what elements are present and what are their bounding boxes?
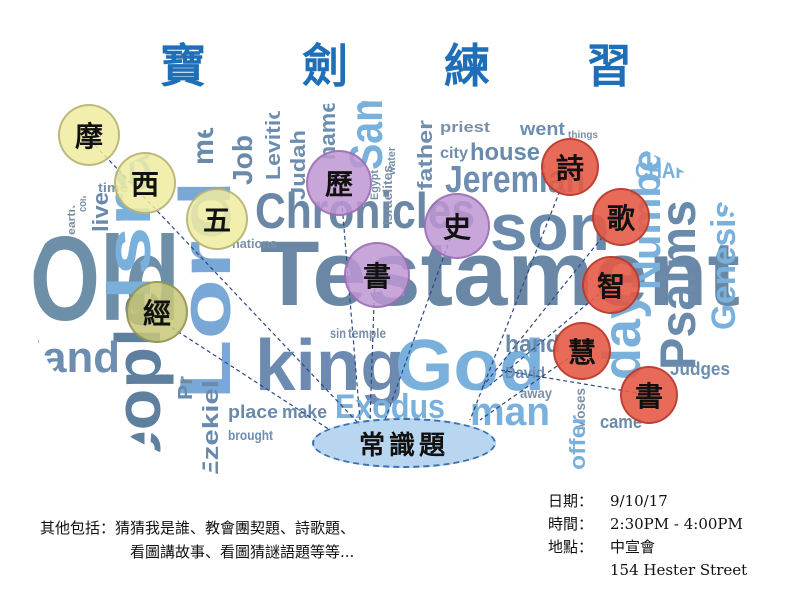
cloud-word: Israelites [380, 165, 395, 225]
cloud-word: Egypt [369, 170, 381, 200]
circle-shi-poetry: 詩 [541, 138, 599, 196]
cloud-word: land [30, 333, 120, 382]
cloud-word: man [470, 390, 550, 434]
cloud-word: Leviticus [263, 80, 285, 180]
event-place-row: 地點： 中宣會 [548, 536, 778, 559]
cloud-word: live [88, 192, 113, 232]
other-topics-line1: 其他包括：猜猜我是誰、教會團契題、詩歌題、 [40, 519, 356, 537]
cloud-word: Job [227, 135, 258, 185]
general-knowledge-badge: 常識題 [312, 418, 496, 468]
event-place: 中宣會 [610, 538, 656, 556]
event-time: 2:30PM - 4:00PM [610, 515, 743, 533]
cloud-word: house [470, 139, 540, 166]
event-date: 9/10/17 [610, 492, 668, 510]
cloud-word: water [386, 146, 398, 176]
event-time-label: 時間： [548, 515, 594, 533]
cloud-word: Genesis [705, 200, 743, 330]
cloud-word: priest [440, 119, 490, 136]
cloud-word: son [490, 190, 610, 264]
cloud-word: sin [330, 325, 346, 341]
event-place-label: 地點： [548, 538, 594, 556]
cloud-word: Psalms [650, 200, 706, 370]
cloud-word: CHAPTER [635, 158, 725, 183]
cloud-word: temple [348, 325, 386, 341]
cloud-word: Judah [288, 130, 310, 200]
circle-shi-history: 史 [424, 193, 490, 259]
cloud-word: king [255, 326, 405, 406]
cloud-word: Moses [572, 388, 588, 430]
cloud-word: things [568, 130, 598, 141]
circle-hui: 慧 [553, 322, 611, 380]
other-topics: 其他包括：猜猜我是誰、教會團契題、詩歌題、 看圖講故事、看圖猜謎語題等等... [40, 516, 480, 564]
cloud-word: brought [228, 427, 273, 443]
event-address: 154 Hester Street [610, 561, 748, 579]
cloud-word: David [505, 365, 545, 382]
cloud-word: earth [66, 205, 78, 235]
circle-mo: 摩 [58, 104, 120, 166]
cloud-word: offer [565, 415, 590, 470]
event-date-label: 日期： [548, 492, 594, 510]
circle-shu-history: 書 [344, 242, 410, 308]
cloud-word: father [415, 120, 437, 190]
cloud-word: went [519, 119, 565, 139]
cloud-word: away [520, 385, 552, 401]
cloud-word: Judges [670, 359, 730, 379]
circle-wu: 五 [186, 188, 248, 250]
event-info: 日期： 9/10/17 時間： 2:30PM - 4:00PM 地點： 中宣會 … [548, 490, 778, 582]
circle-shu-wisdom: 書 [620, 366, 678, 424]
cloud-word: Testament [260, 223, 740, 325]
page-title: 寶 劍 練 習 [160, 39, 673, 93]
other-topics-line2: 看圖講故事、看圖猜謎語題等等... [130, 543, 355, 561]
event-date-row: 日期： 9/10/17 [548, 490, 778, 513]
circle-xi: 西 [114, 152, 176, 214]
circle-jing: 經 [126, 281, 188, 343]
event-time-row: 時間： 2:30PM - 4:00PM [548, 513, 778, 536]
circle-ge: 歌 [592, 188, 650, 246]
cloud-word: men [187, 105, 220, 165]
circle-li: 歷 [306, 150, 372, 216]
cloud-word: place [228, 402, 278, 422]
cloud-word: city [440, 145, 468, 162]
cloud-word: make [282, 402, 327, 422]
cloud-word: Pr [175, 376, 197, 400]
circle-zhi: 智 [582, 256, 640, 314]
cloud-word: Ezekiel [198, 380, 223, 480]
cloud-word: hand [505, 331, 560, 358]
cloud-word: nations [232, 236, 277, 251]
